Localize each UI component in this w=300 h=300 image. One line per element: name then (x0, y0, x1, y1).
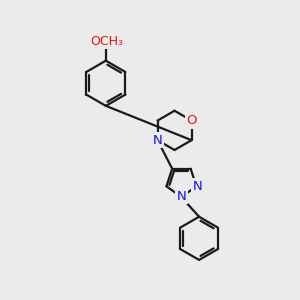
Text: O: O (186, 114, 197, 127)
Text: N: N (176, 190, 186, 202)
Text: N: N (192, 180, 202, 193)
Text: N: N (153, 134, 162, 147)
Text: OCH₃: OCH₃ (90, 34, 123, 48)
